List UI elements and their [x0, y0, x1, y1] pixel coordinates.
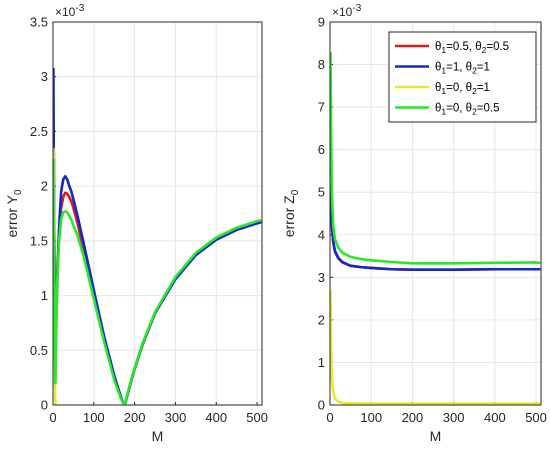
left-axes-box [52, 21, 263, 406]
left-y-tick-label: 1.5 [30, 233, 48, 248]
left-x-tick-label: 0 [49, 410, 56, 425]
right-y-tick-label: 9 [318, 15, 325, 30]
left-x-axis-label: M [152, 428, 164, 444]
right-x-tick-label: 400 [484, 410, 506, 425]
left-plot-error-y0: 0 0.5 1 1.5 2 2.5 3 3.5 0 100 200 300 400 500 ×10-3 Mer… [4, 3, 268, 444]
legend-entry-label: θ1=0, θ2=0.5 [435, 103, 500, 117]
right-x-axis-label: M [430, 428, 442, 444]
left-y-tick-label: 3.5 [30, 15, 48, 30]
left-plot-area [53, 22, 262, 405]
left-y-tick-label: 3 [41, 69, 48, 84]
right-y-tick-label: 8 [318, 57, 325, 72]
right-y-multiplier: ×10-3 [332, 3, 362, 19]
left-y-tick-label: 0.5 [30, 343, 48, 358]
right-y-tick-label: 6 [318, 142, 325, 157]
left-y-multiplier: ×10-3 [55, 3, 85, 19]
left-x-tick-label: 500 [246, 410, 268, 425]
legend-entry-label: θ1=0.5, θ2=0.5 [435, 41, 509, 55]
right-y-tick-label: 5 [318, 185, 325, 200]
right-series-line-s4 [330, 51, 541, 265]
right-x-tick-label: 200 [402, 410, 424, 425]
left-y-tick-label: 2.5 [30, 124, 48, 139]
right-series-line-s3 [330, 290, 541, 405]
right-x-tick-label: 0 [326, 410, 333, 425]
right-y-tick-label: 0 [318, 398, 325, 413]
left-y-axis-label: error Y0 [4, 189, 24, 238]
left-y-tick-label: 1 [41, 288, 48, 303]
right-y-tick-label: 1 [318, 355, 325, 370]
legend-entry-label: θ1=0, θ2=1 [435, 82, 490, 96]
left-series-line-s4 [53, 158, 262, 405]
left-x-tick-label: 300 [165, 410, 187, 425]
left-y-tick-label: 2 [41, 179, 48, 194]
right-y-tick-label: 2 [318, 312, 325, 327]
right-x-tick-label: 300 [443, 410, 465, 425]
right-y-tick-label: 4 [318, 227, 325, 242]
left-x-tick-label: 100 [83, 410, 105, 425]
right-y-tick-label: 3 [318, 270, 325, 285]
right-x-tick-label: 100 [360, 410, 382, 425]
right-y-tick-label: 7 [318, 100, 325, 115]
right-y-axis-label: error Z0 [281, 189, 301, 237]
left-x-tick-label: 400 [205, 410, 227, 425]
right-axes-box [329, 21, 542, 406]
legend: θ1=0.5, θ2=0.5 θ1=1, θ2=1 θ1=0, θ2=1 θ1=0, … [388, 31, 537, 123]
legend-entry-label: θ1=1, θ2=1 [435, 62, 490, 76]
left-x-tick-label: 200 [124, 410, 146, 425]
right-x-tick-label: 500 [525, 410, 547, 425]
left-y-tick-label: 0 [41, 398, 48, 413]
